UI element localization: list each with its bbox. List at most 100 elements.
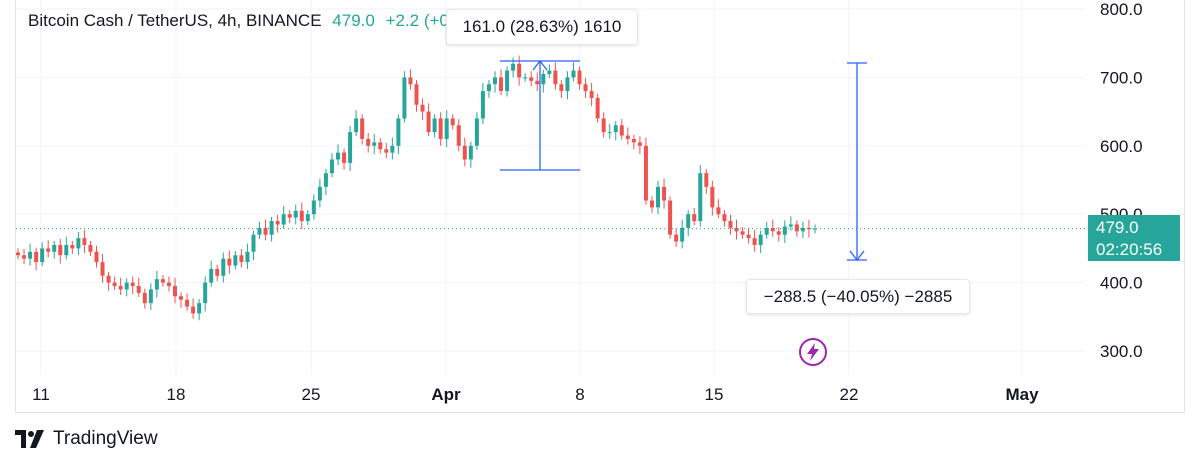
candle-body (553, 70, 558, 85)
x-tick-label: 18 (167, 385, 186, 404)
candle-body (668, 200, 673, 235)
candle-body (76, 238, 81, 249)
candle-body (450, 118, 455, 126)
candle-body (595, 97, 600, 119)
candle-body (203, 282, 208, 304)
candle-body (722, 214, 727, 222)
candle-body (130, 282, 135, 287)
y-tick-label: 300.0 (1100, 342, 1143, 361)
candle-body (486, 84, 491, 92)
candle-body (348, 132, 353, 163)
tradingview-logo-icon (15, 430, 44, 448)
candle-body (185, 299, 190, 307)
candle-body (354, 118, 359, 133)
candle-body (46, 248, 51, 252)
candle-body (293, 210, 298, 218)
candle-body (432, 118, 437, 133)
candle-body (776, 231, 781, 235)
tradingview-footer[interactable]: TradingView (15, 428, 158, 450)
candle-body (601, 118, 606, 133)
x-tick-label: 8 (575, 385, 584, 404)
candle-body (160, 279, 165, 283)
candle-body (227, 258, 232, 266)
candle-body (251, 234, 256, 252)
candle-body (420, 104, 425, 112)
candle-body (396, 118, 401, 146)
candle-body (22, 255, 27, 259)
candle-body (221, 258, 226, 276)
candle-body (64, 244, 69, 256)
candle-body (34, 251, 39, 263)
current-price-tag: 479.0 02:20:56 (1088, 215, 1180, 261)
brand-label: TradingView (53, 428, 158, 449)
candle-body (764, 227, 769, 235)
current-price-value: 479.0 (1096, 218, 1139, 237)
x-tick-label: 25 (302, 385, 321, 404)
candle-body (716, 207, 721, 215)
candle-body (414, 84, 419, 105)
candle-body (631, 138, 636, 143)
candle-body (782, 226, 787, 235)
candle-body (58, 244, 63, 256)
candle-body (511, 63, 516, 71)
candle-body (342, 152, 347, 163)
candle-body (643, 145, 648, 201)
candle-body (456, 125, 461, 146)
candle-body (299, 210, 304, 222)
candle-body (541, 73, 546, 85)
candle-body (336, 152, 341, 160)
candle-body (625, 135, 630, 139)
candle-body (402, 77, 407, 119)
candle-body (813, 228, 817, 230)
lightning-bolt-icon[interactable] (798, 337, 828, 367)
candle-body (136, 286, 141, 293)
candle-body (788, 224, 793, 227)
candle-body (492, 77, 497, 85)
candle-body (589, 91, 594, 98)
candle-body (378, 142, 383, 150)
candle-body (740, 231, 745, 235)
candle-body (239, 255, 244, 263)
bar-countdown: 02:20:56 (1096, 240, 1163, 259)
candle-body (269, 221, 274, 235)
candle-body (758, 234, 763, 245)
candle-body (112, 282, 117, 287)
candle-body (408, 77, 413, 85)
x-tick-label: May (1005, 385, 1039, 404)
candle-body (148, 289, 153, 304)
measure-up-tooltip: 161.0 (28.63%) 1610 (446, 9, 638, 45)
candle-body (215, 268, 220, 276)
candle-body (52, 244, 57, 252)
candle-body (728, 221, 733, 228)
candle-body (28, 251, 33, 259)
price-chart[interactable]: 300.0400.0500.0600.0700.0800.0111825Apr8… (0, 0, 1200, 415)
candle-body (305, 214, 310, 222)
candle-body (275, 221, 280, 225)
candle-body (656, 186, 661, 208)
y-tick-label: 400.0 (1100, 274, 1143, 293)
candle-body (323, 173, 328, 187)
candle-body (70, 244, 75, 249)
candle-body (426, 111, 431, 133)
candle-body (577, 70, 582, 85)
candle-body (752, 238, 757, 245)
candle-body (559, 84, 564, 92)
candle-body (179, 296, 184, 300)
candle-body (692, 214, 697, 222)
candle-body (462, 145, 467, 160)
candle-body (444, 118, 449, 139)
candle-body (166, 282, 171, 287)
candle-body (674, 234, 679, 242)
candle-body (698, 173, 703, 222)
x-tick-label: Apr (431, 385, 461, 404)
candle-body (607, 132, 612, 134)
candle-body (505, 70, 510, 92)
candle-body (281, 214, 286, 225)
y-tick-label: 600.0 (1100, 137, 1143, 156)
candle-body (263, 227, 268, 235)
candle-body (710, 186, 715, 208)
candle-body (517, 63, 522, 78)
candle-body (82, 238, 87, 245)
candle-body (154, 279, 159, 290)
measure-down-arrow (849, 250, 865, 262)
